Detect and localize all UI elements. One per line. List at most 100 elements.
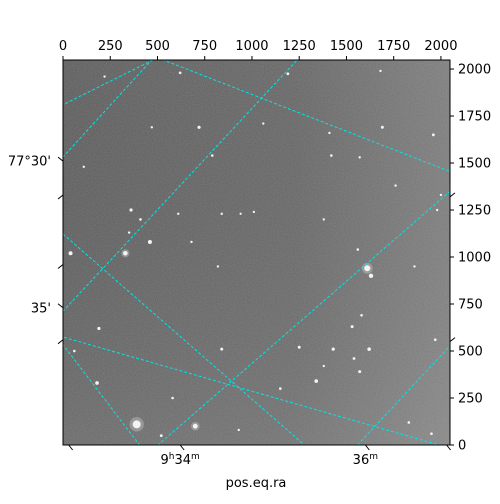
star — [237, 428, 240, 432]
dec-tick — [57, 194, 64, 200]
star — [68, 251, 73, 256]
x-tick-label: 500 — [145, 39, 170, 54]
star — [358, 370, 362, 374]
image-noise — [63, 60, 450, 445]
star — [394, 184, 397, 187]
star — [103, 75, 106, 78]
y-tick-label: 1250 — [458, 204, 491, 219]
star — [197, 125, 201, 129]
star — [97, 326, 101, 331]
star — [262, 122, 265, 125]
star — [127, 231, 131, 234]
star — [132, 420, 141, 429]
star — [433, 338, 437, 342]
x-tick-label: 1000 — [235, 39, 268, 54]
star — [330, 154, 333, 157]
ra-tick-label: 9h34m — [160, 452, 199, 468]
star — [220, 212, 223, 215]
grid-line — [63, 60, 155, 106]
star — [367, 347, 371, 351]
star — [286, 72, 290, 76]
star — [380, 125, 384, 129]
star — [147, 239, 152, 244]
star-layer — [68, 69, 443, 438]
star — [150, 126, 154, 129]
y-tick-label: 750 — [458, 298, 483, 313]
y-tick-label: 0 — [458, 439, 466, 454]
star — [177, 212, 180, 215]
x-tick-label: 1500 — [330, 39, 363, 54]
dec-tick — [449, 337, 456, 342]
y-tick-label: 1500 — [458, 157, 491, 172]
grid-line — [63, 336, 441, 445]
grid-line — [63, 60, 298, 312]
dec-tick — [57, 303, 64, 309]
star — [413, 265, 416, 268]
star — [239, 212, 242, 215]
star — [279, 387, 282, 390]
ra-tick — [179, 444, 185, 451]
x-axis-top: 0 250 500 750 1000 1250 1500 1750 2000 — [59, 39, 457, 60]
star — [430, 432, 433, 436]
y-axis-right: 0 250 500 750 1000 1250 1500 1750 2000 — [450, 63, 491, 454]
plot-frame — [62, 59, 451, 446]
star — [350, 325, 354, 329]
world-axis-labels: 9h34m 36m 77°30' 35' — [8, 155, 456, 468]
dec-tick — [57, 156, 64, 162]
star — [220, 347, 224, 351]
y-tick-label: 1000 — [458, 251, 491, 266]
grid-line — [157, 190, 450, 445]
star — [297, 345, 301, 349]
y-tick-label: 1750 — [458, 110, 491, 125]
star — [364, 265, 371, 272]
grid-line — [356, 345, 450, 445]
coordinate-grid — [63, 60, 450, 445]
ra-tick — [68, 444, 74, 451]
dec-tick-label: 35' — [31, 301, 51, 316]
star — [178, 71, 182, 75]
star — [356, 248, 360, 251]
star — [190, 240, 193, 244]
star — [171, 396, 174, 400]
star — [435, 208, 439, 212]
dec-tick — [57, 264, 64, 269]
star — [139, 218, 142, 221]
ra-tick — [364, 444, 370, 451]
grid-line — [63, 233, 306, 445]
star — [210, 154, 214, 157]
grid-line — [63, 60, 153, 158]
star — [322, 364, 325, 368]
star — [82, 165, 85, 168]
star — [331, 347, 335, 351]
x-tick-label: 750 — [192, 39, 217, 54]
star — [431, 133, 435, 137]
star — [360, 313, 363, 317]
star — [379, 69, 382, 73]
star — [252, 210, 256, 214]
star — [216, 265, 220, 268]
star — [123, 250, 128, 256]
image-area — [63, 60, 450, 445]
y-tick-label: 250 — [458, 392, 483, 407]
x-tick-label: 1250 — [283, 39, 316, 54]
star — [73, 349, 76, 353]
star — [192, 423, 198, 429]
grid-line — [63, 343, 141, 445]
dec-tick — [57, 339, 64, 345]
star — [358, 156, 361, 159]
star — [407, 421, 411, 424]
y-tick-label: 2000 — [458, 63, 491, 78]
star — [159, 434, 163, 438]
x-tick-label: 0 — [59, 39, 67, 54]
y-tick-label: 500 — [458, 345, 483, 360]
x-tick-label: 1750 — [377, 39, 410, 54]
star — [314, 379, 319, 383]
star — [439, 193, 443, 197]
ra-tick-label: 36m — [353, 452, 378, 468]
star — [368, 273, 374, 279]
star — [322, 218, 325, 221]
x-tick-label: 250 — [98, 39, 123, 54]
star — [352, 357, 356, 360]
